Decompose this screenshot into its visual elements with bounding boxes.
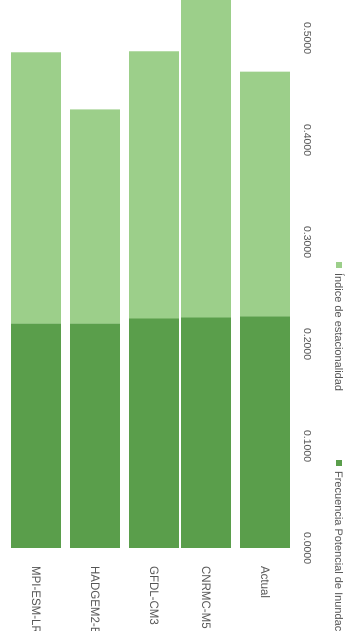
bar-mpi-esm-lr-series-1 bbox=[11, 323, 61, 548]
category-label-cnrmc-m5: CNRMC-M5 bbox=[199, 566, 211, 629]
value-tick-label: 0.0000 bbox=[301, 532, 313, 564]
legend-item-2: Índice de estacionalidad bbox=[332, 262, 345, 391]
legend-swatch bbox=[336, 460, 342, 466]
value-tick-label: 0.2000 bbox=[301, 328, 313, 360]
value-tick-label: 0.1000 bbox=[301, 430, 313, 462]
bar-hadgem2-es-series-2 bbox=[70, 109, 120, 324]
bar-cnrmc-m5-series-1 bbox=[181, 317, 231, 548]
bar-gfdl-cm3-series-2 bbox=[129, 51, 179, 319]
category-label-mpi-esm-lr: MPI-ESM-LR bbox=[29, 566, 41, 631]
bar-actual-series-2 bbox=[240, 71, 290, 317]
category-label-hadgem2-es: HADGEM2-ES bbox=[88, 566, 100, 631]
value-tick-label: 0.3000 bbox=[301, 226, 313, 258]
legend-item-1: Frecuencia Potencial de Inundaciones bbox=[332, 460, 344, 631]
bar-cnrmc-m5-series-2 bbox=[181, 0, 231, 318]
bar-gfdl-cm3-series-1 bbox=[129, 318, 179, 548]
bars-layer bbox=[11, 0, 290, 548]
legend-label: Índice de estacionalidad bbox=[332, 273, 345, 391]
category-label-gfdl-cm3: GFDL-CM3 bbox=[147, 566, 159, 625]
legend-label: Frecuencia Potencial de Inundaciones bbox=[332, 471, 344, 631]
category-label-actual: Actual bbox=[258, 566, 270, 598]
bar-actual-series-1 bbox=[240, 316, 290, 548]
value-axis-ticks: 0.00000.10000.20000.30000.40000.50000.60… bbox=[301, 22, 313, 564]
bar-hadgem2-es-series-1 bbox=[70, 323, 120, 548]
bar-mpi-esm-lr-series-2 bbox=[11, 52, 61, 324]
value-tick-label: 0.4000 bbox=[301, 124, 313, 156]
value-tick-label: 0.5000 bbox=[301, 22, 313, 54]
legend: Frecuencia Potencial de Inundaciones Índi… bbox=[332, 262, 345, 631]
category-labels: MPI-ESM-LR HADGEM2-ES GFDL-CM3 CNRMC-M5 Actu… bbox=[29, 566, 270, 631]
legend-swatch bbox=[336, 262, 342, 268]
